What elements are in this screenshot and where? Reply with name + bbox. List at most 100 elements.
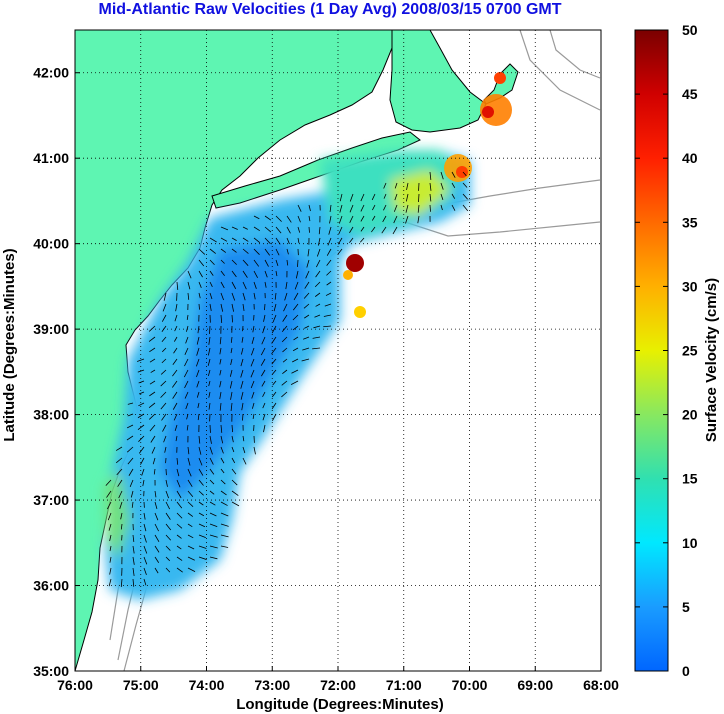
velocity-vector bbox=[272, 380, 277, 386]
velocity-vector bbox=[271, 369, 277, 375]
long-island bbox=[211, 131, 421, 209]
velocity-vector bbox=[161, 314, 167, 322]
x-tick-label: 68:00 bbox=[583, 677, 619, 693]
velocity-vector bbox=[313, 325, 321, 329]
velocity-vector bbox=[209, 237, 217, 243]
velocity-vector bbox=[282, 369, 288, 374]
velocity-vector bbox=[240, 391, 244, 400]
velocity-vector bbox=[315, 259, 321, 268]
velocity-vector bbox=[286, 259, 289, 266]
velocity-vector bbox=[275, 215, 282, 222]
velocity-vector bbox=[184, 391, 189, 399]
colorbar-tick-label: 40 bbox=[682, 150, 698, 166]
velocity-vector bbox=[220, 545, 229, 548]
velocity-vector bbox=[187, 556, 195, 561]
velocity-vector bbox=[132, 556, 135, 565]
velocity-vector bbox=[220, 259, 225, 264]
velocity-vector bbox=[418, 193, 420, 203]
velocity-vector bbox=[220, 281, 225, 289]
colorbar bbox=[634, 29, 669, 672]
velocity-vector bbox=[264, 215, 272, 221]
velocity-vector bbox=[220, 248, 227, 253]
velocity-vector bbox=[209, 501, 216, 506]
velocity-vector bbox=[138, 380, 145, 384]
velocity-vector bbox=[137, 424, 145, 431]
velocity-vector bbox=[273, 303, 277, 312]
velocity-vector bbox=[405, 193, 409, 202]
velocity-vector bbox=[220, 468, 225, 474]
velocity-vector bbox=[132, 578, 135, 587]
velocity-vector bbox=[187, 545, 195, 550]
new-england-land bbox=[389, 30, 487, 133]
velocity-vector bbox=[115, 446, 123, 451]
velocity-vector bbox=[154, 490, 157, 498]
velocity-vector bbox=[231, 270, 237, 278]
velocity-vector bbox=[136, 358, 145, 362]
velocity-vector bbox=[417, 215, 420, 224]
velocity-vector bbox=[242, 413, 244, 421]
velocity-vector bbox=[242, 446, 246, 454]
velocity-vector bbox=[315, 303, 321, 307]
velocity-vector bbox=[264, 237, 271, 245]
velocity-vector bbox=[405, 215, 409, 224]
velocity-vector bbox=[162, 303, 167, 312]
velocity-vector bbox=[283, 303, 288, 312]
velocity-vector bbox=[242, 457, 247, 465]
velocity-vector bbox=[131, 501, 134, 508]
velocity-vector bbox=[294, 281, 299, 290]
velocity-vector bbox=[220, 270, 225, 276]
velocity-vector bbox=[253, 248, 260, 255]
velocity-vector bbox=[198, 281, 202, 288]
velocity-vector bbox=[251, 347, 255, 356]
velocity-vector bbox=[295, 270, 299, 279]
y-tick-label: 39:00 bbox=[33, 321, 69, 337]
velocity-vector bbox=[198, 457, 203, 466]
velocity-vector bbox=[338, 215, 343, 224]
velocity-vector bbox=[219, 336, 222, 345]
velocity-vector bbox=[172, 358, 178, 365]
velocity-vector bbox=[304, 281, 310, 289]
x-tick-label: 72:00 bbox=[320, 677, 356, 693]
velocity-vector bbox=[230, 347, 233, 354]
velocity-vector bbox=[220, 512, 229, 517]
velocity-vector bbox=[138, 402, 145, 407]
velocity-vector bbox=[220, 237, 228, 242]
velocity-vector bbox=[308, 226, 310, 233]
velocity-vector bbox=[109, 567, 112, 575]
velocity-vector bbox=[292, 358, 299, 363]
velocity-vector bbox=[282, 358, 288, 363]
velocity-vector bbox=[197, 325, 200, 334]
velocity-vector bbox=[282, 314, 288, 322]
velocity-vector bbox=[242, 226, 248, 230]
x-axis-ticks: 76:00 75:00 74:00 73:00 72:00 71:00 70:00 69:00… bbox=[57, 666, 619, 693]
velocity-vector bbox=[253, 226, 260, 232]
velocity-vector bbox=[208, 336, 211, 345]
y-tick-label: 36:00 bbox=[33, 578, 69, 594]
velocity-vector bbox=[208, 402, 211, 410]
velocity-vector bbox=[176, 281, 179, 291]
velocity-vector bbox=[165, 523, 172, 531]
velocity-vector bbox=[154, 534, 160, 543]
velocity-vector bbox=[154, 556, 160, 563]
velocity-vector bbox=[161, 358, 167, 364]
velocity-vector bbox=[316, 248, 321, 257]
velocity-vector bbox=[250, 358, 255, 367]
velocity-vector bbox=[264, 248, 270, 256]
velocity-vector bbox=[275, 270, 278, 277]
velocity-vector bbox=[150, 369, 156, 373]
velocity-vector bbox=[372, 204, 376, 211]
velocity-vector bbox=[143, 534, 147, 543]
velocity-vector bbox=[231, 281, 237, 290]
velocity-vector bbox=[326, 281, 332, 286]
velocity-vector bbox=[231, 226, 238, 230]
velocity-vector bbox=[143, 567, 147, 576]
velocity-vector bbox=[286, 248, 289, 255]
colorbar-tick-label: 15 bbox=[682, 471, 698, 487]
velocity-vector bbox=[242, 292, 246, 301]
velocity-vector bbox=[119, 501, 123, 509]
velocity-vector bbox=[297, 204, 302, 212]
velocity-vector bbox=[337, 248, 343, 255]
velocity-vector bbox=[196, 380, 200, 388]
colorbar-ticks: 0 5 10 15 20 25 30 35 40 45 50 bbox=[635, 22, 698, 679]
velocity-vector bbox=[219, 358, 222, 365]
